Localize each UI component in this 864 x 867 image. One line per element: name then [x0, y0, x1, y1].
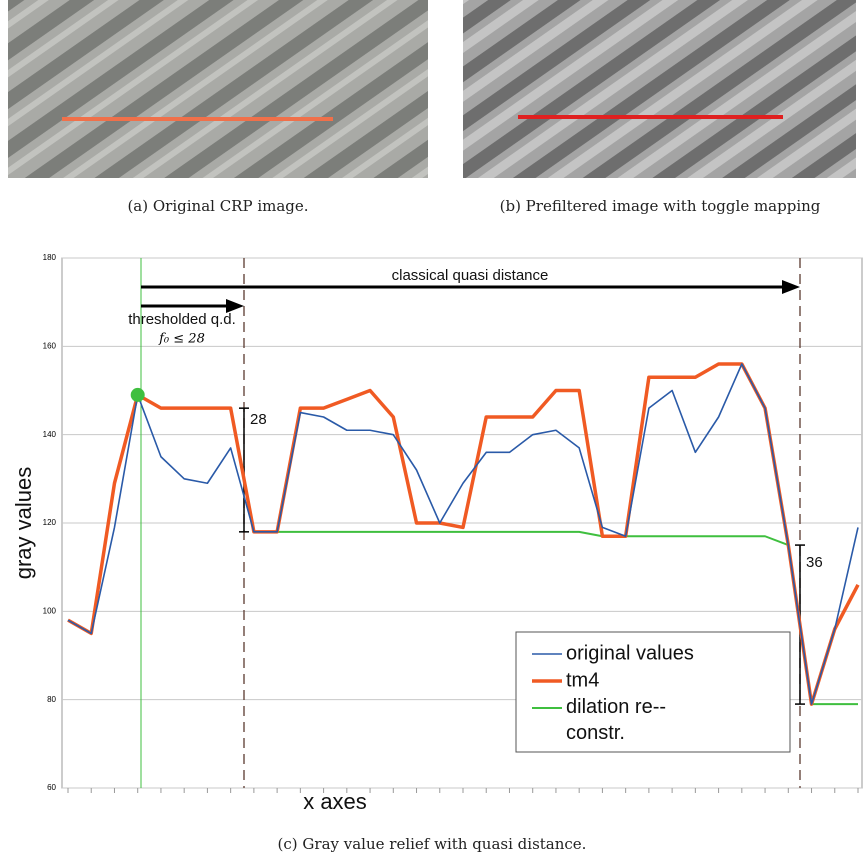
- y-tick-label: 100: [43, 606, 57, 615]
- arrow-head: [782, 280, 800, 294]
- annotation: thresholded q.d.: [128, 311, 236, 328]
- image-b: [463, 0, 856, 178]
- legend-label: dilation re-- constr.: [566, 696, 666, 744]
- image-a: [8, 0, 428, 178]
- annotation: 36: [806, 554, 823, 571]
- y-tick-label: 120: [43, 518, 57, 527]
- annotation: classical quasi distance: [392, 267, 549, 284]
- legend-label-part: dilation re--: [566, 696, 666, 718]
- annotation: 28: [250, 411, 267, 428]
- start-point: [130, 387, 145, 402]
- series-line: [67, 362, 860, 706]
- annotation: f₀ ≤ 28: [158, 332, 205, 347]
- y-tick-label: 180: [43, 253, 57, 262]
- y-tick-label: 80: [47, 695, 56, 704]
- x-axis-label: x axes: [303, 789, 367, 814]
- legend-label: original values: [566, 642, 694, 664]
- legend: [515, 631, 791, 753]
- legend-label: tm4: [566, 669, 599, 691]
- caption: (b) Prefiltered image with toggle mappin…: [500, 197, 821, 215]
- series-line: [67, 363, 859, 705]
- arrow-head: [226, 299, 244, 313]
- y-tick-label: 60: [47, 783, 56, 792]
- y-tick-label: 160: [43, 341, 57, 350]
- caption: (c) Gray value relief with quasi distanc…: [278, 835, 587, 853]
- legend-label-part: constr.: [566, 722, 625, 744]
- y-tick-label: 140: [43, 430, 57, 439]
- plot: 60 80 100 120 140 160 180 classical quasi dista…: [43, 253, 863, 793]
- y-axis-label: gray values: [11, 467, 36, 580]
- caption: (a) Original CRP image.: [127, 197, 308, 215]
